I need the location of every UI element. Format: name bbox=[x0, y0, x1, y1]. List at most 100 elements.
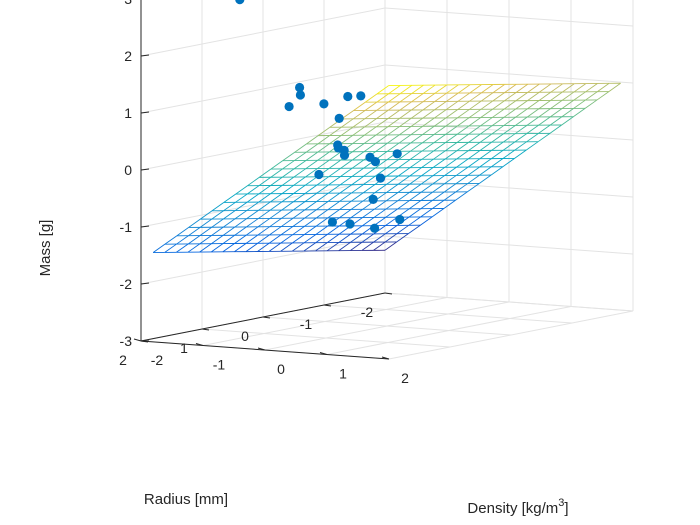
mesh-segment bbox=[339, 200, 352, 210]
data-point-2 bbox=[334, 113, 344, 123]
mesh-segment bbox=[329, 135, 342, 145]
mesh-segment bbox=[388, 85, 401, 95]
mesh-segment bbox=[410, 117, 424, 127]
mesh-segment bbox=[409, 175, 422, 185]
mesh-segment bbox=[515, 116, 528, 126]
mesh-segment bbox=[422, 117, 435, 127]
mesh-segment bbox=[317, 159, 330, 169]
mesh-segment bbox=[280, 234, 293, 244]
mesh-segment bbox=[388, 93, 401, 103]
mesh-segment bbox=[258, 201, 271, 211]
mesh-segment bbox=[457, 92, 471, 102]
mesh-segment bbox=[399, 93, 413, 103]
mesh-segment bbox=[433, 117, 447, 127]
mesh-segment bbox=[364, 126, 377, 136]
mesh-segment bbox=[339, 176, 353, 186]
x-axis-label-superscript: 3 bbox=[558, 497, 564, 509]
mesh-segment bbox=[457, 100, 470, 110]
mesh-segment bbox=[422, 92, 436, 103]
mesh-segment bbox=[327, 192, 341, 202]
mesh-segment bbox=[399, 117, 412, 127]
mesh-segment bbox=[479, 141, 493, 151]
z-tick-label: -1 bbox=[120, 219, 133, 235]
mesh-segment bbox=[446, 84, 459, 94]
mesh-segment bbox=[339, 192, 352, 202]
mesh-segment bbox=[373, 208, 387, 218]
mesh-segment bbox=[456, 158, 469, 168]
mesh-segment bbox=[222, 226, 236, 236]
mesh-segment bbox=[409, 191, 422, 201]
mesh-segment bbox=[245, 242, 258, 252]
mesh-segment bbox=[246, 201, 259, 211]
z-tick-label: -2 bbox=[120, 276, 133, 292]
mesh-segment bbox=[550, 108, 563, 118]
mesh-segment bbox=[246, 193, 260, 203]
mesh-segment bbox=[573, 107, 586, 118]
mesh-segment bbox=[303, 225, 317, 235]
data-point-17 bbox=[395, 214, 405, 225]
mesh-segment bbox=[375, 126, 389, 136]
tick-labels: -3 -2 -1 0 1 2 3 -2 -1 0 1 2 -2 -1 0 1 2 bbox=[119, 0, 409, 386]
mesh-segment bbox=[373, 233, 386, 243]
mesh-segment bbox=[585, 83, 598, 93]
mesh-segment bbox=[304, 201, 317, 211]
mesh-segment bbox=[187, 243, 201, 253]
mesh-segment bbox=[234, 243, 247, 253]
data-point-10 bbox=[295, 82, 305, 93]
mesh-segment bbox=[455, 174, 469, 185]
mesh-segment bbox=[492, 84, 505, 94]
mesh-segment bbox=[421, 150, 434, 160]
mesh-segment bbox=[316, 176, 330, 186]
y-tick-label: 1 bbox=[180, 340, 188, 356]
mesh-segment bbox=[293, 160, 307, 170]
mesh-segment bbox=[188, 226, 201, 237]
mesh-segment bbox=[467, 174, 480, 184]
mesh-segment bbox=[374, 167, 388, 177]
mesh-segment bbox=[268, 242, 282, 252]
mesh-segment bbox=[258, 168, 272, 178]
mesh-segment bbox=[445, 100, 459, 111]
mesh-segment bbox=[468, 141, 481, 151]
mesh-segment bbox=[408, 216, 421, 226]
mesh-segment bbox=[351, 167, 364, 177]
mesh-segment bbox=[549, 124, 562, 134]
mesh-segment bbox=[397, 183, 410, 193]
mesh-segment bbox=[235, 193, 248, 203]
x-axis-label-main: Density [kg/m bbox=[467, 500, 558, 517]
mesh-segment bbox=[456, 150, 469, 160]
mesh-segment bbox=[434, 92, 447, 102]
mesh-segment bbox=[292, 209, 306, 219]
mesh-segment bbox=[211, 202, 225, 212]
mesh-segment bbox=[176, 235, 189, 245]
x-tick-mark bbox=[195, 343, 204, 346]
mesh-segment bbox=[421, 158, 434, 168]
x-tick-label: 0 bbox=[277, 361, 285, 377]
mesh-segment bbox=[445, 133, 458, 143]
mesh-segment bbox=[364, 93, 378, 103]
mesh-segment bbox=[444, 175, 457, 185]
mesh-segment bbox=[223, 201, 236, 212]
mesh-segment bbox=[223, 210, 236, 220]
mesh-segment bbox=[408, 224, 421, 234]
mesh-segment bbox=[515, 92, 528, 102]
y-tick-label: 0 bbox=[241, 328, 249, 344]
mesh-segment bbox=[527, 100, 540, 110]
y-tick-label: -2 bbox=[361, 304, 374, 320]
mesh-segment bbox=[456, 142, 469, 152]
mesh-segment bbox=[362, 184, 376, 194]
mesh-segment bbox=[421, 134, 435, 144]
mesh-segment bbox=[305, 151, 319, 161]
mesh-segment bbox=[384, 241, 398, 251]
mesh-segment bbox=[387, 101, 401, 111]
mesh-segment bbox=[246, 226, 259, 236]
mesh-segment bbox=[387, 117, 400, 128]
mesh-segment bbox=[199, 235, 212, 245]
mesh-segment bbox=[328, 159, 341, 169]
mesh-segment bbox=[303, 234, 317, 244]
mesh-segment bbox=[164, 235, 178, 245]
mesh-segment bbox=[455, 191, 468, 201]
mesh-segment bbox=[514, 149, 527, 159]
mesh-segment bbox=[409, 158, 423, 169]
mesh-segment bbox=[326, 233, 340, 243]
mesh-segment bbox=[457, 109, 470, 119]
